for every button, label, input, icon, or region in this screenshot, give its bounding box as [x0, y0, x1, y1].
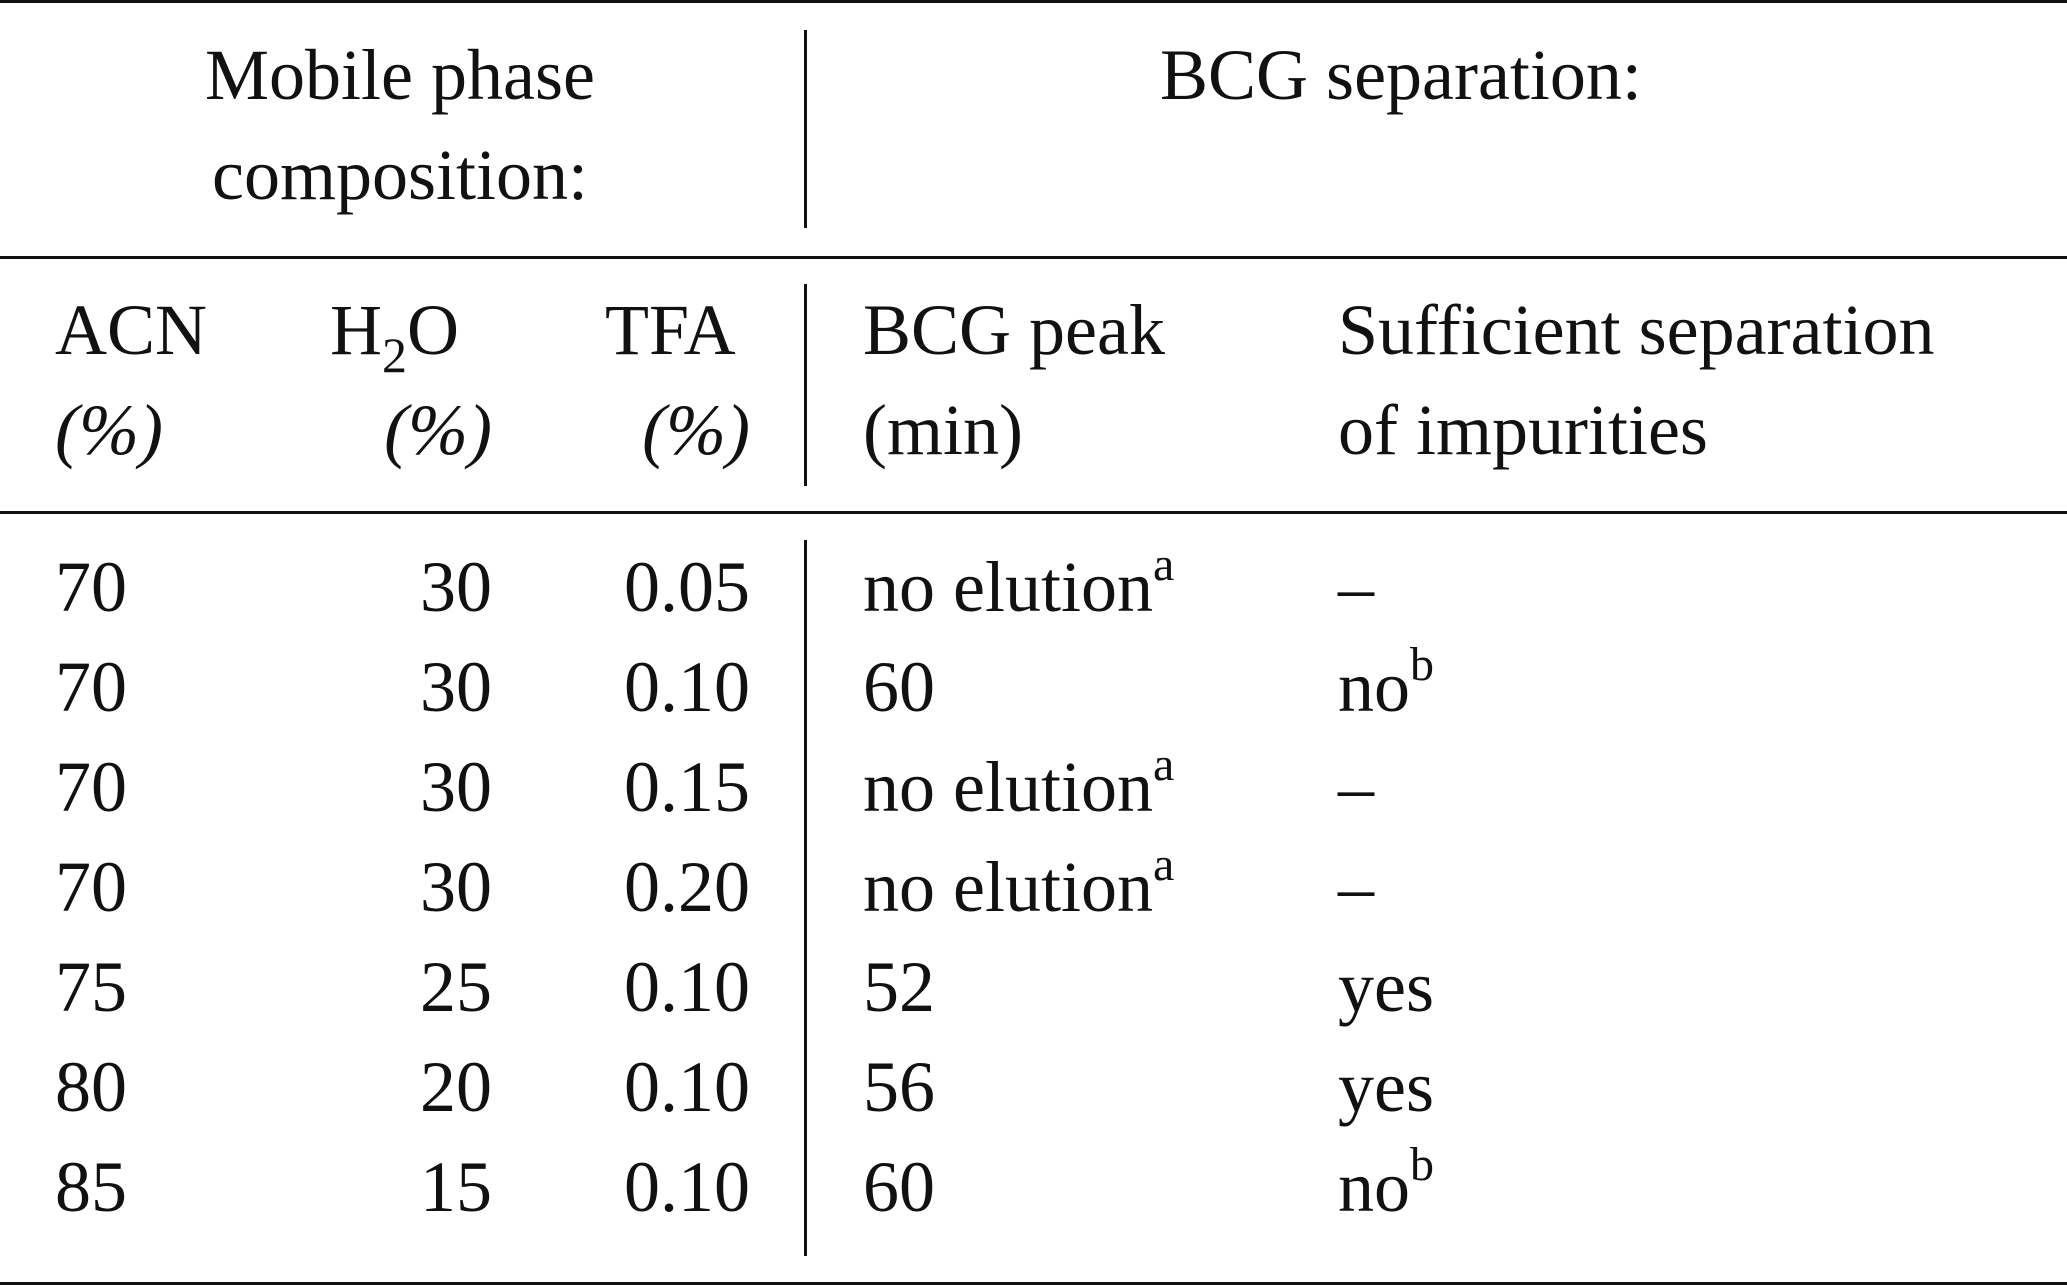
cell-acn: 85: [55, 1147, 127, 1227]
col-unit-acn: (%): [55, 390, 163, 470]
col-header-bcg-peak: BCG peak: [863, 290, 1165, 370]
column-divider: [804, 284, 807, 486]
h2o-main: H: [330, 290, 382, 370]
table-row: 70 30 0.10 60 nob: [0, 637, 2067, 737]
col-unit-separation: of impurities: [1338, 390, 1708, 470]
cell-separation: nob: [1338, 1137, 1434, 1237]
col-unit-tfa: (%): [642, 390, 750, 470]
separation-value: no: [1338, 1147, 1410, 1227]
cell-separation: yes: [1338, 1037, 1434, 1137]
cell-separation: –: [1338, 737, 1374, 837]
separation-value: yes: [1338, 1047, 1434, 1127]
separation-value: –: [1338, 547, 1374, 627]
footnote-mark: b: [1410, 638, 1434, 691]
col-header-separation: Sufficient separation: [1338, 290, 1935, 370]
cell-bcg-peak: 52: [863, 937, 935, 1037]
cell-h2o: 15: [420, 1147, 492, 1227]
cell-h2o: 30: [420, 747, 492, 827]
cell-acn: 70: [55, 847, 127, 927]
cell-separation: –: [1338, 837, 1374, 937]
peak-value: no elution: [863, 847, 1153, 927]
cell-separation: yes: [1338, 937, 1434, 1037]
footnote-mark: a: [1152, 738, 1175, 791]
peak-value: 60: [863, 647, 935, 727]
cell-acn: 80: [55, 1047, 127, 1127]
table-row: 70 30 0.05 no elutiona –: [0, 537, 2067, 637]
cell-bcg-peak: 56: [863, 1037, 935, 1137]
table-row: 70 30 0.15 no elutiona –: [0, 737, 2067, 837]
cell-bcg-peak: no elutiona: [863, 837, 1174, 937]
cell-h2o: 30: [420, 647, 492, 727]
peak-value: no elution: [863, 747, 1153, 827]
separation-value: –: [1338, 747, 1374, 827]
group-header-bcg-separation: BCG separation:: [1160, 35, 1642, 115]
cell-tfa: 0.15: [624, 747, 750, 827]
group-divider: [804, 30, 807, 228]
h2o-subscript: 2: [382, 327, 407, 383]
peak-value: 60: [863, 1147, 935, 1227]
cell-separation: –: [1338, 537, 1374, 637]
cell-tfa: 0.05: [624, 547, 750, 627]
footnote-mark: b: [1410, 1138, 1434, 1191]
cell-acn: 70: [55, 747, 127, 827]
cell-tfa: 0.10: [624, 647, 750, 727]
cell-h2o: 30: [420, 547, 492, 627]
header-group-rule: [0, 256, 2067, 259]
table-row: 75 25 0.10 52 yes: [0, 937, 2067, 1037]
table-row: 85 15 0.10 60 nob: [0, 1137, 2067, 1237]
col-unit-bcg-peak: (min): [863, 390, 1023, 470]
col-header-tfa: TFA: [605, 290, 736, 370]
cell-acn: 70: [55, 547, 127, 627]
cell-bcg-peak: 60: [863, 1137, 935, 1237]
separation-value: yes: [1338, 947, 1434, 1027]
top-rule: [0, 0, 2067, 3]
peak-value: no elution: [863, 547, 1153, 627]
body-divider: [804, 540, 807, 1256]
footnote-mark: a: [1152, 838, 1175, 891]
cell-tfa: 0.10: [624, 1147, 750, 1227]
footnote-mark: a: [1152, 538, 1175, 591]
cell-h2o: 25: [420, 947, 492, 1027]
group-header-mobile-phase: Mobile phase composition:: [205, 35, 595, 215]
cell-acn: 70: [55, 647, 127, 727]
cell-separation: nob: [1338, 637, 1434, 737]
cell-tfa: 0.20: [624, 847, 750, 927]
cell-tfa: 0.10: [624, 947, 750, 1027]
col-header-h2o: H2O: [330, 280, 459, 380]
col-unit-h2o: (%): [384, 390, 492, 470]
peak-value: 52: [863, 947, 935, 1027]
cell-h2o: 30: [420, 847, 492, 927]
cell-tfa: 0.10: [624, 1047, 750, 1127]
separation-value: no: [1338, 647, 1410, 727]
separation-value: –: [1338, 847, 1374, 927]
bottom-rule: [0, 1282, 2067, 1285]
table-row: 70 30 0.20 no elutiona –: [0, 837, 2067, 937]
cell-bcg-peak: no elutiona: [863, 737, 1174, 837]
peak-value: 56: [863, 1047, 935, 1127]
cell-acn: 75: [55, 947, 127, 1027]
cell-bcg-peak: 60: [863, 637, 935, 737]
table-row: 80 20 0.10 56 yes: [0, 1037, 2067, 1137]
h2o-tail: O: [407, 290, 459, 370]
cell-bcg-peak: no elutiona: [863, 537, 1174, 637]
header-column-rule: [0, 511, 2067, 514]
cell-h2o: 20: [420, 1047, 492, 1127]
col-header-acn: ACN: [55, 290, 208, 370]
